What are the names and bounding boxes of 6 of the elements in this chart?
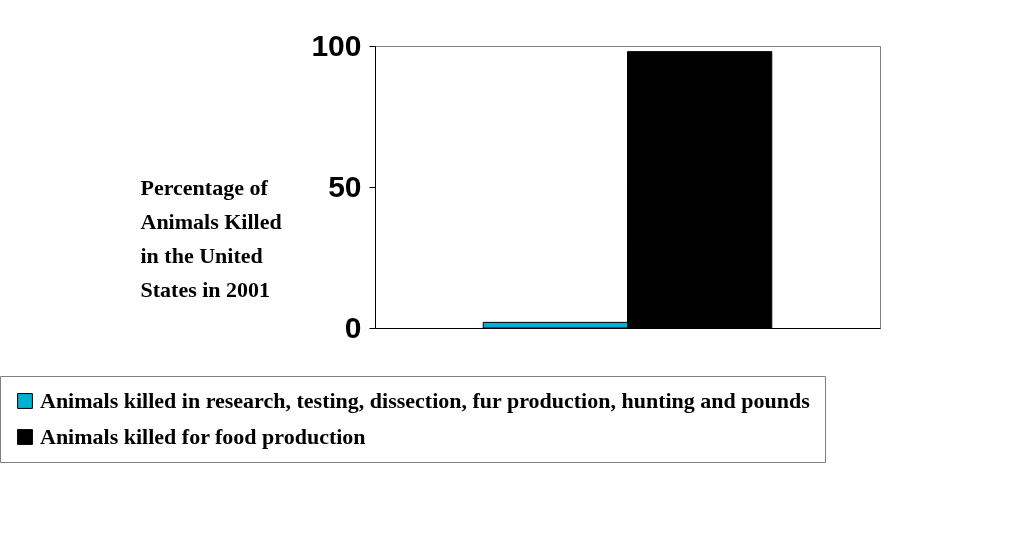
y-tick-label: 0: [344, 310, 362, 344]
y-tick-label: 50: [328, 169, 362, 203]
legend-label: Animals killed in research, testing, dissection, fur production, hunting and pounds: [40, 388, 811, 413]
y-axis-title: Percentage of Animals Killed in the United States in 2001: [140, 174, 282, 302]
y-tick-label: 100: [311, 28, 362, 62]
legend-label: Animals killed for food production: [40, 424, 366, 449]
